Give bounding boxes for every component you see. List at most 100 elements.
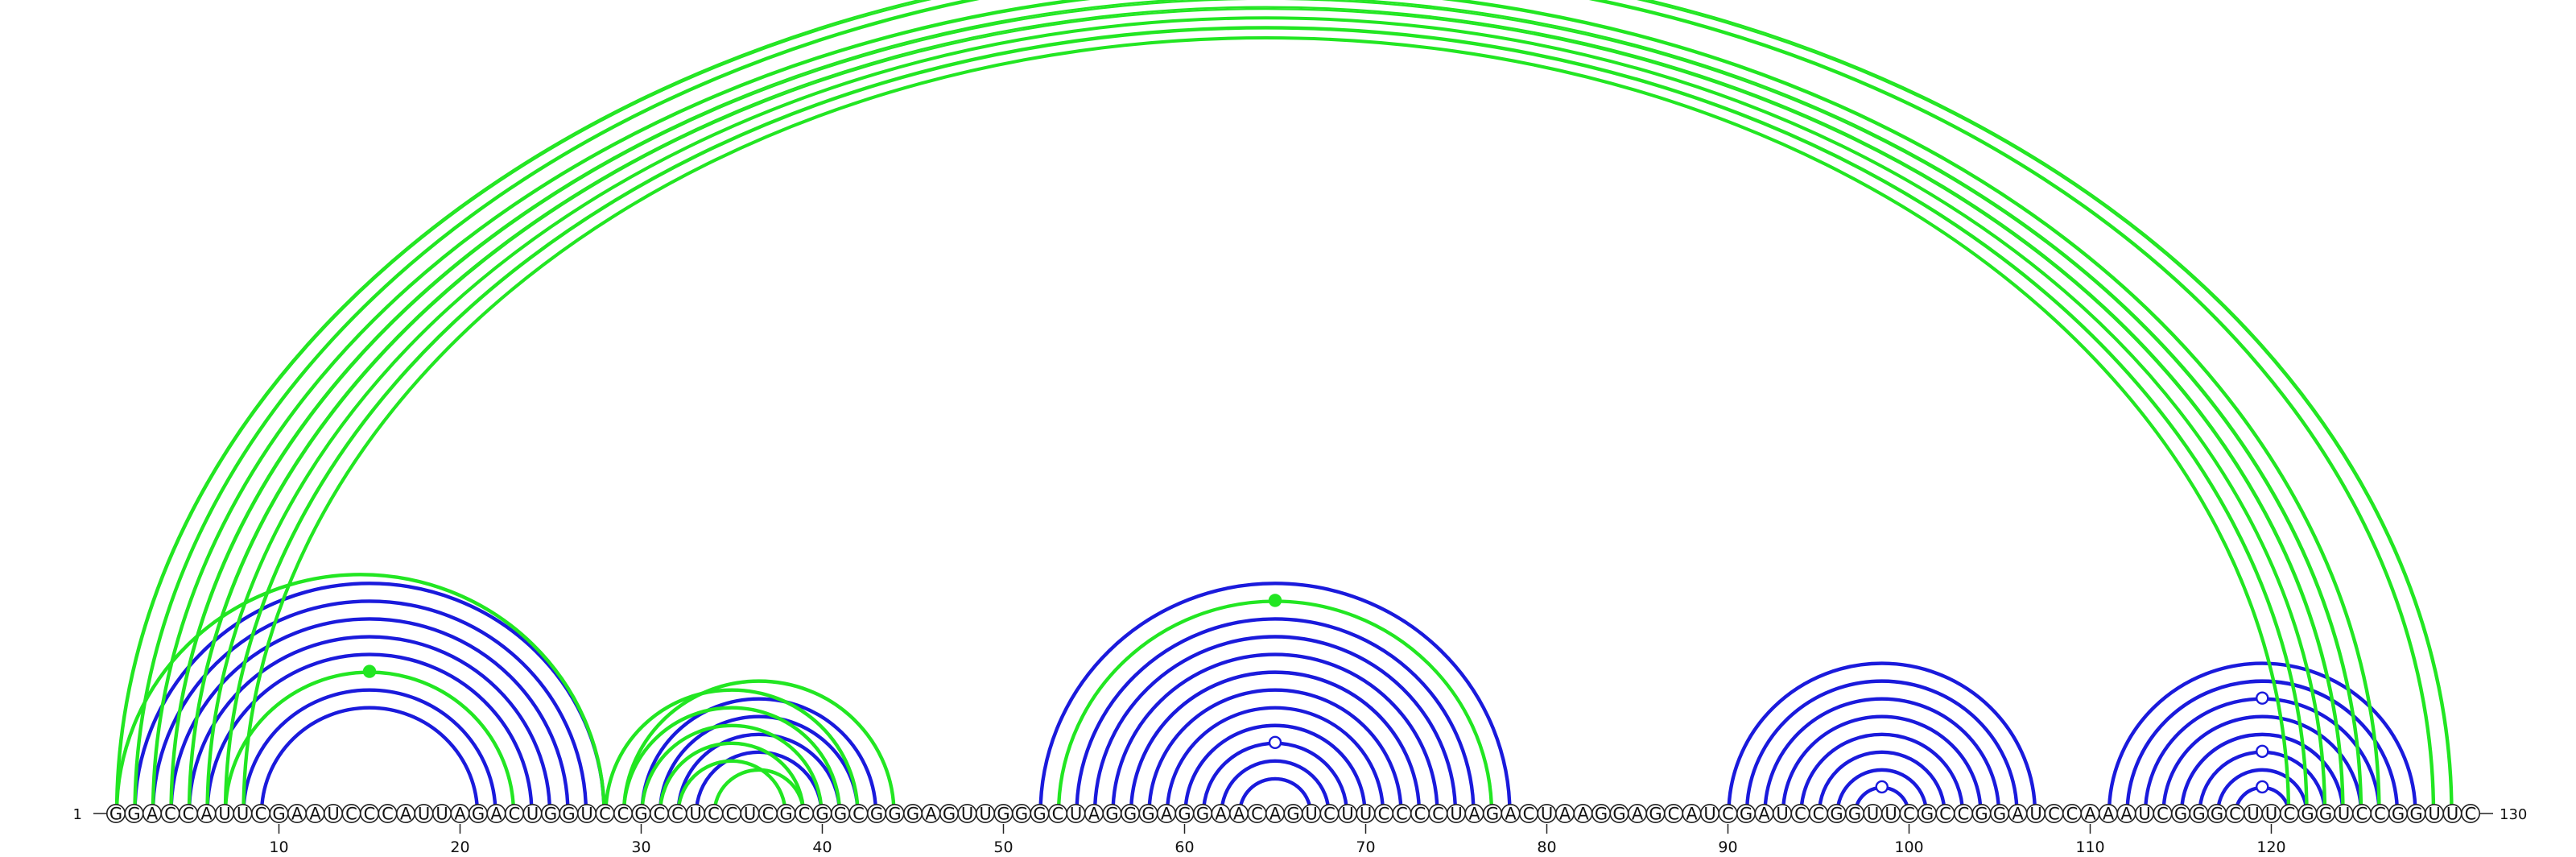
arc-54-76 — [1075, 617, 1476, 814]
nucleotide-letter: C — [1523, 805, 1535, 824]
arc-5-25-inner — [188, 636, 551, 814]
nucleotide-letter: C — [2066, 805, 2079, 824]
arc-30-43 — [640, 697, 878, 814]
nucleotide: C — [2280, 803, 2300, 824]
nucleotide-letter: G — [1993, 805, 2006, 824]
nucleotide: C — [341, 803, 361, 824]
arc-58-72-inner — [1149, 689, 1402, 814]
nucleotide-letter: C — [708, 805, 720, 824]
nucleotide-letter: U — [1776, 805, 1788, 824]
nucleotide: C — [1374, 803, 1394, 824]
nucleotide-letter: A — [309, 805, 321, 824]
nucleotide-letter: C — [255, 805, 267, 824]
arc-30-40-inner — [642, 725, 822, 814]
nucleotide-letter: U — [1341, 805, 1353, 824]
nucleotide-letter: A — [1632, 805, 1644, 824]
nucleotide: C — [1935, 803, 1955, 824]
nucleotide: U — [431, 803, 452, 824]
nucleotide: C — [250, 803, 270, 824]
arcs-layer — [114, 0, 2454, 814]
nucleotide-letter: G — [2409, 805, 2422, 824]
arc-58-72 — [1147, 688, 1403, 814]
nucleotide-letter: C — [799, 805, 811, 824]
nucleotide-letter: G — [888, 805, 901, 824]
tick-label: 50 — [993, 838, 1013, 856]
nucleotide: C — [504, 803, 524, 824]
nucleotide-letter: C — [382, 805, 394, 824]
tick-label: 100 — [1894, 838, 1923, 856]
nucleotide-letter: G — [562, 805, 575, 824]
arc-28-42 — [604, 688, 860, 814]
arc-57-73 — [1129, 670, 1422, 814]
nucleotide: C — [2044, 803, 2064, 824]
arc-5-124-inner — [188, 7, 2343, 814]
nucleotide-letter: G — [1286, 805, 1299, 824]
nucleotide: G — [1609, 803, 1629, 824]
nucleotide-letter: A — [1088, 805, 1100, 824]
nucleotide: A — [2116, 803, 2136, 824]
arc-2-129-inner — [134, 0, 2434, 814]
nucleotide: A — [395, 803, 415, 824]
nucleotide-letter: C — [726, 805, 738, 824]
nucleotide: U — [522, 803, 543, 824]
arc-59-71-inner — [1166, 707, 1384, 814]
nucleotide: G — [776, 803, 796, 824]
nucleotide-letter: G — [1033, 805, 1046, 824]
nucleotide-letter: G — [1486, 805, 1499, 824]
nucleotide-letter: G — [834, 805, 847, 824]
arc-91-106-inner — [1746, 681, 2017, 814]
arc-52-78-inner — [1040, 583, 1510, 814]
nucleotide: G — [812, 803, 832, 824]
nucleotide: G — [1174, 803, 1195, 824]
nucleotide-letter: G — [2211, 805, 2223, 824]
tick-label: 90 — [1718, 838, 1737, 856]
nucleotide-letter: C — [183, 805, 195, 824]
nucleotide: U — [1863, 803, 1883, 824]
nucleotide: G — [993, 803, 1013, 824]
nucleotide: C — [595, 803, 615, 824]
nucleotide: G — [1827, 803, 1847, 824]
nucleotide-letter: A — [1468, 805, 1480, 824]
arc-115-124 — [2179, 732, 2345, 814]
nucleotide: U — [1066, 803, 1086, 824]
nucleotide-letter: C — [164, 805, 176, 824]
nucleotide: C — [2370, 803, 2390, 824]
nucleotide: U — [2244, 803, 2264, 824]
arc-111-128 — [2107, 661, 2417, 814]
nucleotide-letter: G — [906, 805, 919, 824]
arc-91-106 — [1744, 679, 2019, 814]
arc-92-105-inner — [1765, 698, 2000, 814]
nucleotide-letter: A — [1161, 805, 1173, 824]
nucleotide-letter: A — [1215, 805, 1227, 824]
arc-6-24-inner — [207, 654, 532, 814]
nucleotide-letter: G — [2192, 805, 2205, 824]
nucleotide-letter: G — [1105, 805, 1118, 824]
nucleotide-letter: G — [1178, 805, 1191, 824]
nucleotide: U — [957, 803, 977, 824]
nucleotide-letter: C — [1052, 805, 1064, 824]
nucleotide: A — [287, 803, 307, 824]
nucleotide: C — [179, 803, 199, 824]
arc-33-40-inner — [696, 751, 822, 814]
nucleotide: G — [831, 803, 851, 824]
nucleotide: C — [1410, 803, 1430, 824]
nucleotide-letter: C — [1939, 805, 1951, 824]
arc-marker-116-123 — [2256, 744, 2269, 759]
arc-29-41-inner — [623, 707, 840, 814]
nucleotide-letter: U — [1885, 805, 1897, 824]
nucleotide-letter: A — [1686, 805, 1698, 824]
arc-56-74 — [1111, 652, 1439, 814]
arc-7-122-inner — [225, 27, 2307, 814]
arc-114-125 — [2161, 714, 2363, 814]
nucleotide-letter: G — [127, 805, 140, 824]
nucleotide-letter: G — [472, 805, 485, 824]
arc-2-129 — [133, 0, 2436, 814]
tick-label: 60 — [1174, 838, 1194, 856]
arc-63-67-inner — [1239, 778, 1311, 814]
arc-92-105 — [1763, 697, 2001, 814]
nucleotide-letter: G — [997, 805, 1009, 824]
nucleotide-letter: G — [634, 805, 647, 824]
nucleotide-letter: G — [1848, 805, 1861, 824]
nucleotide: C — [1664, 803, 1684, 824]
nucleotide-letter: A — [490, 805, 502, 824]
